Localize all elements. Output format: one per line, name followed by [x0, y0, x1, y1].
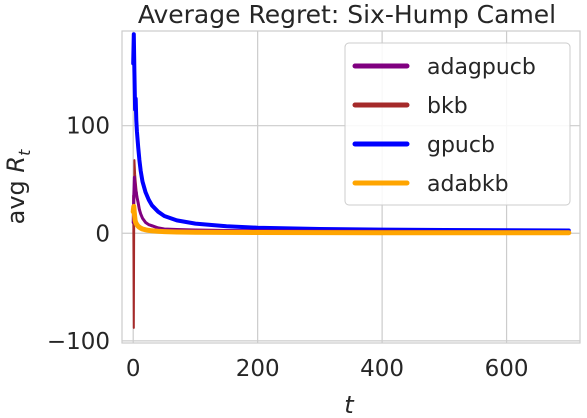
legend-label-adabkb: adabkb — [427, 172, 509, 197]
series-layer — [130, 32, 572, 329]
y-axis-label: avg Rt — [2, 149, 34, 224]
legend-label-adagpucb: adagpucb — [427, 55, 536, 80]
y-axis-label-subscript: t — [15, 149, 34, 156]
legend-label-gpucb: gpucb — [427, 133, 495, 158]
chart-title: Average Regret: Six-Hump Camel — [138, 0, 556, 29]
ticks: 0 200 400 600 −100 0 100 — [47, 114, 529, 382]
x-axis-label: t — [344, 391, 355, 418]
series-line-adabkb — [130, 203, 572, 236]
x-tick-label: 200 — [236, 356, 280, 382]
y-tick-label: 100 — [66, 114, 110, 140]
legend-box — [344, 42, 571, 206]
legend-label-bkb: bkb — [427, 94, 468, 119]
x-tick-label: 400 — [360, 356, 404, 382]
x-tick-label: 600 — [485, 356, 529, 382]
y-axis-label-symbol: R — [2, 156, 30, 173]
legend: adagpucb bkb gpucb adabkb — [344, 42, 571, 206]
y-axis-label-text: avg — [2, 180, 30, 224]
series-line-gpucb — [131, 32, 571, 233]
y-tick-label: 0 — [95, 221, 110, 247]
x-tick-label: 0 — [126, 356, 141, 382]
y-tick-label: −100 — [47, 329, 110, 355]
